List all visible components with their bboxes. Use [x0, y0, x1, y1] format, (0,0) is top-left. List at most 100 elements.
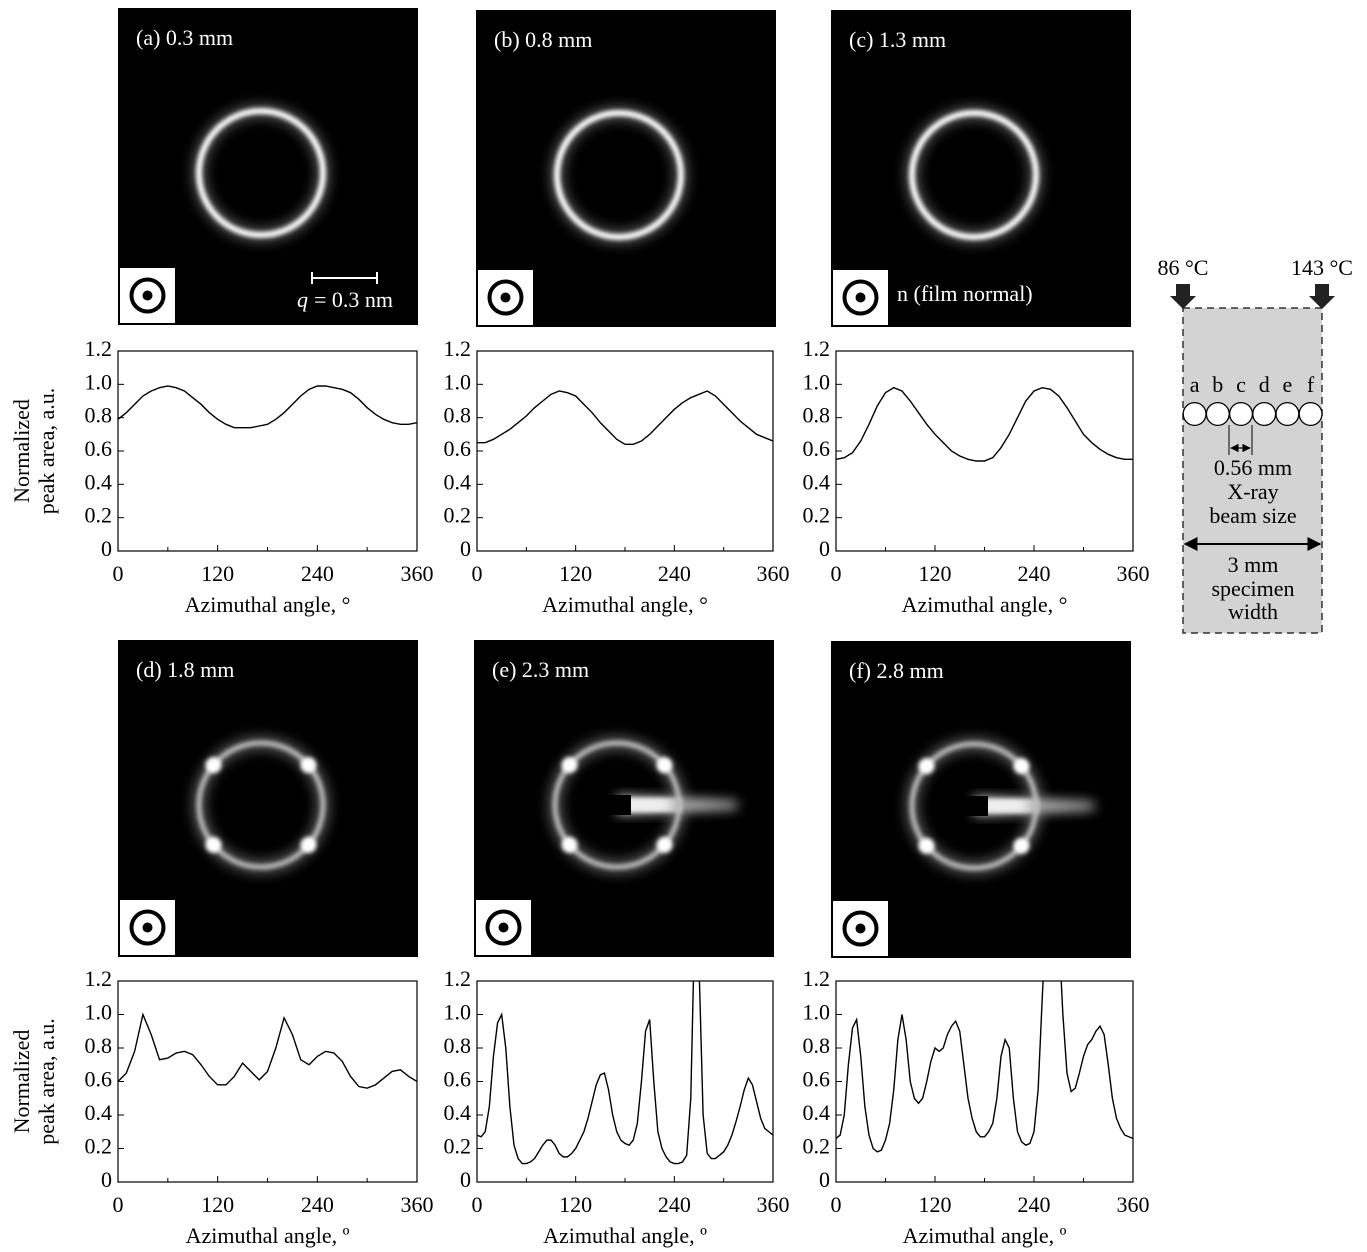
- ring-spot: [205, 836, 222, 853]
- icon-dot: [142, 922, 153, 933]
- beam-stop: [603, 795, 631, 815]
- y-tick-label: 1.2: [444, 966, 472, 991]
- x-axis-label: Azimuthal angle, º: [543, 1223, 707, 1248]
- y-tick-label: 1.2: [803, 336, 831, 361]
- panel-label: (b) 0.8 mm: [494, 27, 592, 52]
- plot-frame: [476, 980, 774, 1183]
- y-tick-label: 0: [460, 536, 471, 561]
- position-label: b: [1212, 372, 1223, 397]
- y-tick-label: 0.2: [444, 1134, 472, 1159]
- x-tick-label: 120: [919, 561, 952, 586]
- x-tick-label: 120: [919, 1192, 952, 1217]
- x-tick-label: 0: [472, 561, 483, 586]
- y-tick-label: 0.2: [803, 1134, 831, 1159]
- ring: [554, 110, 684, 240]
- diffraction-image: (c) 1.3 mm: [831, 10, 1131, 327]
- ring-spot: [561, 757, 578, 774]
- icon-ring: [129, 909, 166, 946]
- width-text: 3 mm: [1228, 552, 1279, 577]
- y-tick-label: 0.4: [803, 469, 831, 494]
- data-line: [477, 390, 773, 446]
- ring-spot: [918, 837, 935, 854]
- width-text: specimen: [1211, 576, 1294, 601]
- beam-stop: [605, 165, 633, 185]
- y-tick-label: 1.0: [85, 1000, 113, 1025]
- beam-spot: [1228, 401, 1254, 427]
- beam-stop: [960, 165, 988, 185]
- beam-spot: [1252, 401, 1277, 427]
- y-tick-label: 1.0: [803, 369, 831, 394]
- y-tick-label: 0.4: [803, 1100, 831, 1125]
- plot-frame: [476, 350, 774, 552]
- diffraction-image: (a) 0.3 mm: [118, 8, 418, 325]
- beam-text: beam size: [1209, 503, 1296, 528]
- position-label: d: [1259, 372, 1270, 397]
- y-tick-label: 0.2: [803, 503, 831, 528]
- width-text: width: [1228, 599, 1278, 624]
- panel-label: (d) 1.8 mm: [136, 657, 234, 682]
- ring: [909, 741, 1039, 871]
- beam-stop: [247, 163, 275, 183]
- y-tick-label: 1.2: [85, 966, 113, 991]
- x-tick-label: 0: [831, 1192, 842, 1217]
- x-tick-label: 120: [559, 1192, 592, 1217]
- y-tick-label: 0.4: [85, 1100, 113, 1125]
- beam-stop: [247, 795, 275, 815]
- y-tick-label: 0.8: [803, 403, 831, 428]
- ring-spot: [300, 757, 317, 774]
- ring: [196, 740, 326, 870]
- beam-spot: [1182, 401, 1207, 427]
- scale-bar-label: q = 0.3 nm: [297, 287, 393, 312]
- plot-frame: [835, 980, 1134, 1183]
- y-tick-label: 0.6: [803, 436, 831, 461]
- icon-ring: [487, 279, 524, 316]
- ring-spot: [205, 757, 222, 774]
- x-tick-label: 0: [113, 1192, 124, 1217]
- scale-bar: [311, 272, 378, 284]
- y-tick-label: 0: [819, 1167, 830, 1192]
- data-line: [477, 981, 773, 1165]
- y-axis-label: Normalized: [9, 1030, 34, 1134]
- diffraction-image: (b) 0.8 mm: [476, 10, 776, 327]
- y-tick-label: 1.0: [444, 1000, 472, 1025]
- beam-spot: [1205, 401, 1230, 427]
- ring-spot: [300, 836, 317, 853]
- y-tick-label: 0: [819, 536, 830, 561]
- panel-label: (e) 2.3 mm: [492, 657, 589, 682]
- panel-label: (a) 0.3 mm: [136, 25, 233, 50]
- y-tick-label: 0.8: [85, 1033, 113, 1058]
- y-tick-label: 1.2: [444, 336, 472, 361]
- panel-label: (f) 2.8 mm: [849, 658, 944, 683]
- normal-label: n (film normal): [897, 281, 1033, 306]
- beam-spot: [1275, 401, 1300, 427]
- x-axis-label: Azimuthal angle, º: [186, 1223, 350, 1248]
- x-tick-label: 0: [113, 561, 124, 586]
- ring-spot: [1013, 758, 1030, 775]
- y-tick-label: 0.4: [85, 469, 113, 494]
- y-tick-label: 0: [101, 536, 112, 561]
- y-tick-label: 0.6: [444, 436, 472, 461]
- position-label: c: [1236, 372, 1246, 397]
- plot-frame: [117, 350, 418, 552]
- y-tick-label: 0: [101, 1167, 112, 1192]
- diffraction-image: (f) 2.8 mm: [831, 641, 1131, 958]
- ring: [196, 108, 326, 238]
- data-line: [836, 981, 1133, 1153]
- icon-dot: [142, 290, 153, 301]
- beam-text: 0.56 mm: [1214, 455, 1292, 480]
- y-tick-label: 1.2: [803, 966, 831, 991]
- icon-ring: [842, 279, 879, 316]
- icon-dot: [855, 923, 866, 934]
- y-tick-label: 0.4: [444, 1100, 472, 1125]
- y-tick-label: 0.2: [85, 503, 113, 528]
- scale-text: = 0.3 nm: [314, 287, 393, 312]
- beam-spot: [1298, 401, 1323, 427]
- x-tick-label: 360: [401, 561, 434, 586]
- ring-spot: [656, 836, 673, 853]
- x-tick-label: 360: [1117, 561, 1150, 586]
- y-axis-label: peak area, a.u.: [34, 1018, 59, 1144]
- streak-core: [974, 799, 1039, 813]
- y-tick-label: 1.0: [803, 1000, 831, 1025]
- x-tick-label: 360: [757, 1192, 790, 1217]
